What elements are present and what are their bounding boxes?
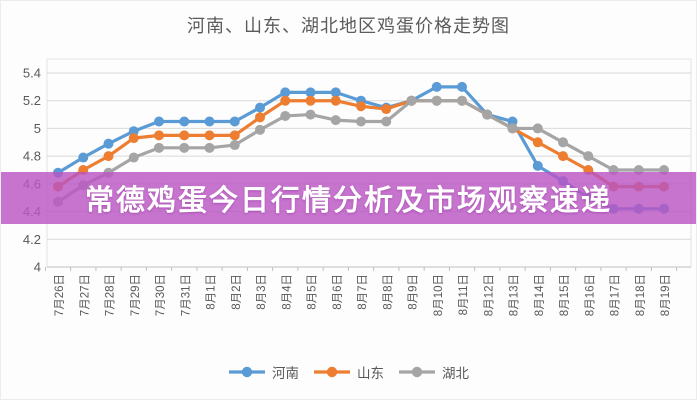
x-axis-tick-label: 8月8日	[382, 274, 394, 310]
legend-line-marker-icon	[399, 366, 435, 378]
x-axis-tick-label: 7月29日	[130, 274, 142, 316]
x-axis-tick-label: 8月2日	[231, 274, 243, 310]
data-point-shandong	[103, 151, 114, 162]
data-point-hubei	[255, 124, 265, 135]
data-point-henan	[204, 116, 215, 127]
legend-label: 山东	[357, 366, 384, 381]
data-point-hubei	[532, 123, 543, 134]
x-axis-tick-label: 8月5日	[307, 274, 319, 310]
promo-banner-text: 常德鸡蛋今日行情分析及市场观察速递	[84, 185, 612, 217]
legend-label: 河南	[272, 366, 299, 381]
data-point-shandong	[356, 101, 366, 112]
promo-banner-overlay: 常德鸡蛋今日行情分析及市场观察速递	[1, 172, 696, 224]
data-point-henan	[457, 81, 467, 92]
data-point-hubei	[305, 109, 316, 120]
data-point-hubei	[128, 152, 139, 163]
data-point-hubei	[457, 95, 467, 106]
data-point-shandong	[179, 130, 190, 141]
data-point-henan	[78, 152, 89, 163]
data-point-hubei	[229, 140, 240, 151]
data-point-shandong	[532, 137, 543, 148]
x-axis-tick-label: 7月26日	[54, 274, 66, 316]
data-point-shandong	[558, 151, 568, 162]
x-axis-tick-label: 8月16日	[584, 274, 596, 316]
data-point-henan	[330, 87, 341, 98]
x-axis-tick-label: 8月12日	[483, 274, 495, 316]
x-axis-tick-label: 8月1日	[206, 274, 218, 310]
data-point-hubei	[583, 151, 594, 162]
x-axis-tick-label: 8月18日	[635, 274, 647, 316]
y-axis-tick-label: 4.8	[23, 149, 41, 164]
x-axis-tick-label: 7月30日	[155, 274, 167, 316]
data-point-henan	[532, 160, 543, 171]
x-axis-tick-label: 7月31日	[180, 274, 192, 316]
y-axis-tick-label: 4	[34, 260, 41, 275]
y-axis-tick-label: 5	[34, 121, 41, 136]
data-point-hubei	[280, 110, 291, 121]
data-point-shandong	[255, 112, 265, 123]
data-point-hubei	[406, 95, 417, 106]
data-point-hubei	[330, 115, 341, 126]
data-point-hubei	[381, 116, 392, 127]
data-point-henan	[280, 87, 291, 98]
x-axis-tick-label: 8月9日	[408, 274, 420, 310]
y-axis-tick-label: 5.4	[23, 66, 41, 81]
data-point-henan	[179, 116, 190, 127]
data-point-hubei	[482, 109, 493, 120]
x-axis-tick-label: 8月3日	[256, 274, 268, 310]
x-axis-tick-label: 8月15日	[559, 274, 571, 316]
plot-area-border	[46, 58, 692, 268]
y-axis-tick-label: 5.2	[23, 93, 41, 108]
data-point-henan	[255, 102, 265, 113]
data-point-henan	[154, 116, 164, 127]
x-axis-tick-label: 8月7日	[357, 274, 369, 310]
data-point-henan	[507, 116, 518, 127]
data-point-shandong	[128, 133, 139, 144]
legend-line-marker-icon	[229, 366, 265, 378]
data-point-shandong	[280, 95, 291, 106]
x-axis-tick-label: 8月4日	[281, 274, 293, 310]
x-axis-tick-label: 8月14日	[534, 274, 546, 316]
legend-line-marker-icon	[314, 366, 350, 378]
data-point-hubei	[431, 95, 442, 106]
legend-item-henan: 河南	[228, 362, 299, 382]
y-axis-tick-label: 4.2	[23, 232, 41, 247]
x-axis-tick-label: 8月13日	[509, 274, 521, 316]
x-axis-tick-label: 7月28日	[105, 274, 117, 316]
data-point-shandong	[154, 130, 164, 141]
data-point-henan	[103, 138, 114, 149]
legend-item-shandong: 山东	[313, 362, 384, 382]
data-point-henan	[229, 116, 240, 127]
data-point-henan	[128, 126, 139, 137]
data-point-hubei	[356, 116, 366, 127]
data-point-shandong	[381, 104, 392, 115]
legend-item-hubei: 湖北	[398, 362, 469, 382]
data-point-hubei	[507, 123, 518, 134]
x-axis-tick-label: 8月19日	[660, 274, 672, 316]
legend-label: 湖北	[442, 366, 469, 381]
chart-title: 河南、山东、湖北地区鸡蛋价格走势图	[187, 16, 510, 36]
x-axis-tick-label: 8月11日	[458, 274, 470, 315]
x-axis-tick-label: 8月6日	[332, 274, 344, 310]
x-axis-tick-label: 7月27日	[79, 274, 91, 316]
data-point-hubei	[179, 142, 190, 153]
data-point-hubei	[204, 142, 215, 153]
data-point-hubei	[558, 137, 568, 148]
data-point-hubei	[154, 142, 164, 153]
data-point-shandong	[204, 130, 215, 141]
data-point-shandong	[330, 95, 341, 106]
x-axis-tick-label: 8月17日	[610, 274, 622, 316]
data-point-henan	[305, 87, 316, 98]
data-point-shandong	[305, 95, 316, 106]
data-point-henan	[431, 81, 442, 92]
chart-legend: 河南 山东 湖北	[1, 360, 696, 384]
data-point-shandong	[229, 130, 240, 141]
x-axis-tick-label: 8月10日	[433, 274, 445, 316]
